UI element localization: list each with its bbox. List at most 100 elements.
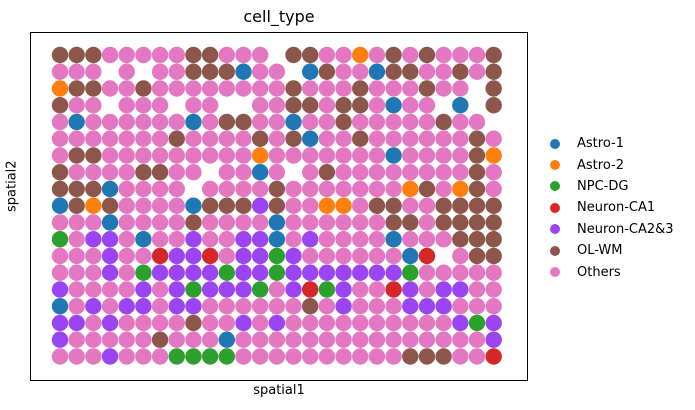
spot-others bbox=[85, 113, 102, 131]
spot-others bbox=[302, 197, 319, 214]
spot-others bbox=[118, 130, 135, 147]
spot-others bbox=[218, 130, 235, 147]
spot-ol-wm bbox=[68, 197, 85, 214]
spot-others bbox=[251, 298, 269, 315]
spot-others bbox=[268, 298, 286, 315]
spot-ol-wm bbox=[135, 80, 152, 97]
spot-neuron-ca2-3 bbox=[85, 231, 102, 248]
spot-ol-wm bbox=[185, 214, 202, 231]
spot-others bbox=[352, 314, 369, 332]
spot-astro-1 bbox=[452, 97, 469, 114]
spot-others bbox=[268, 130, 286, 147]
spot-ol-wm bbox=[285, 97, 302, 114]
spot-others bbox=[135, 348, 152, 365]
spot-astro-2 bbox=[352, 46, 369, 64]
spot-others bbox=[85, 264, 102, 281]
spot-ol-wm bbox=[368, 197, 386, 214]
spot-others bbox=[218, 247, 235, 265]
spot-others bbox=[418, 214, 436, 231]
spot-others bbox=[251, 214, 269, 231]
spot-others bbox=[335, 180, 352, 198]
spot-others bbox=[218, 46, 235, 64]
spot-ol-wm bbox=[418, 180, 436, 198]
spot-ol-wm bbox=[452, 231, 469, 248]
spot-others bbox=[251, 180, 269, 198]
spot-astro-2 bbox=[85, 197, 102, 214]
spot-others bbox=[151, 130, 169, 147]
spot-others bbox=[51, 348, 69, 365]
spot-others bbox=[135, 331, 152, 348]
spot-astro-1 bbox=[251, 164, 269, 181]
spot-others bbox=[185, 164, 202, 181]
spot-others bbox=[118, 180, 135, 198]
spot-others bbox=[435, 46, 452, 64]
legend-label: Astro-2 bbox=[577, 157, 624, 173]
spot-neuron-ca2-3 bbox=[251, 264, 269, 281]
spot-ol-wm bbox=[485, 247, 502, 265]
spot-others bbox=[51, 247, 69, 265]
spot-others bbox=[318, 46, 336, 64]
spot-others bbox=[235, 348, 252, 365]
spot-others bbox=[268, 348, 286, 365]
spot-others bbox=[151, 314, 169, 332]
spot-ol-wm bbox=[51, 97, 69, 114]
spot-others bbox=[335, 348, 352, 365]
spot-ol-wm bbox=[468, 147, 486, 164]
spot-others bbox=[468, 46, 486, 64]
spot-ol-wm bbox=[468, 214, 486, 231]
spot-others bbox=[418, 197, 436, 214]
spot-ol-wm bbox=[335, 113, 352, 131]
spot-others bbox=[235, 180, 252, 198]
spot-others bbox=[468, 281, 486, 298]
spot-others bbox=[285, 298, 302, 315]
spot-npc-dg bbox=[51, 231, 69, 248]
spot-others bbox=[101, 281, 119, 298]
spot-astro-1 bbox=[101, 180, 119, 198]
spot-neuron-ca1 bbox=[385, 281, 402, 298]
spot-others bbox=[218, 231, 235, 248]
spot-others bbox=[318, 231, 336, 248]
spot-others bbox=[85, 281, 102, 298]
legend-item: NPC-DG bbox=[548, 176, 674, 197]
spot-others bbox=[452, 348, 469, 365]
spot-others bbox=[402, 130, 419, 147]
spot-others bbox=[151, 281, 169, 298]
spot-others bbox=[435, 80, 452, 97]
spot-ol-wm bbox=[268, 180, 286, 198]
spot-others bbox=[435, 231, 452, 248]
spot-ol-wm bbox=[485, 197, 502, 214]
spot-others bbox=[335, 231, 352, 248]
spot-neuron-ca2-3 bbox=[435, 281, 452, 298]
spot-others bbox=[402, 164, 419, 181]
spot-others bbox=[352, 180, 369, 198]
spot-others bbox=[352, 214, 369, 231]
spot-others bbox=[268, 164, 286, 181]
spot-others bbox=[118, 197, 135, 214]
spot-neuron-ca2-3 bbox=[101, 247, 119, 265]
spot-neuron-ca2-3 bbox=[168, 281, 185, 298]
spot-others bbox=[151, 46, 169, 64]
spot-ol-wm bbox=[385, 63, 402, 80]
spot-ol-wm bbox=[185, 46, 202, 64]
spot-others bbox=[135, 180, 152, 198]
spot-ol-wm bbox=[68, 180, 85, 198]
spot-others bbox=[318, 314, 336, 332]
spot-npc-dg bbox=[251, 281, 269, 298]
legend-label: Neuron-CA1 bbox=[577, 200, 656, 216]
spot-others bbox=[251, 46, 269, 64]
spot-ol-wm bbox=[402, 348, 419, 365]
spot-neuron-ca2-3 bbox=[302, 264, 319, 281]
spot-ol-wm bbox=[85, 180, 102, 198]
spot-others bbox=[402, 314, 419, 332]
spot-ol-wm bbox=[468, 130, 486, 147]
legend-item: Neuron-CA1 bbox=[548, 197, 674, 218]
legend-marker bbox=[550, 267, 560, 278]
spot-others bbox=[151, 197, 169, 214]
spot-ol-wm bbox=[385, 46, 402, 64]
spot-others bbox=[302, 147, 319, 164]
spot-others bbox=[452, 147, 469, 164]
spot-others bbox=[468, 264, 486, 281]
spot-others bbox=[318, 214, 336, 231]
spot-neuron-ca2-3 bbox=[201, 281, 219, 298]
